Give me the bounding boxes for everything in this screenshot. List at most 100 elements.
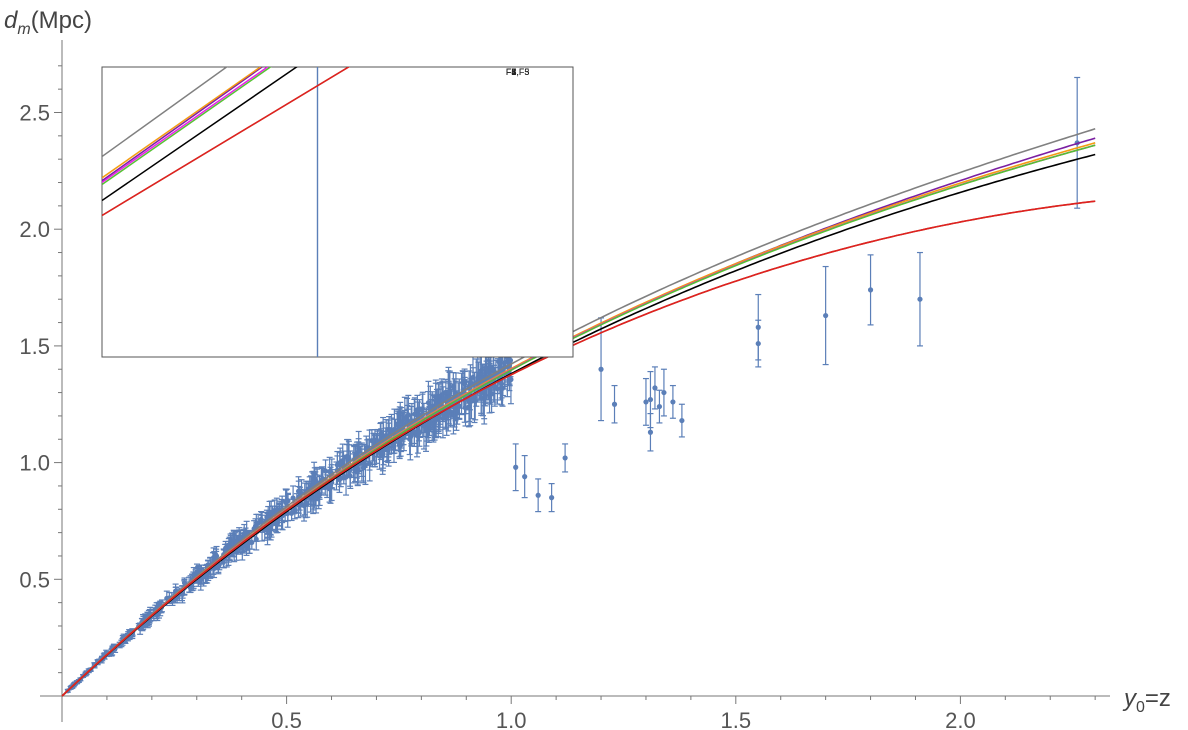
y-tick-label: 1.5 bbox=[19, 334, 50, 359]
data-marker bbox=[755, 324, 761, 330]
data-marker bbox=[494, 386, 501, 392]
inset-frame bbox=[101, 66, 574, 358]
data-marker bbox=[823, 312, 829, 319]
data-marker bbox=[535, 492, 541, 498]
data-marker bbox=[340, 457, 346, 464]
data-marker bbox=[549, 495, 555, 501]
data-point bbox=[512, 443, 519, 492]
data-marker bbox=[336, 476, 343, 483]
data-marker bbox=[661, 389, 667, 396]
data-marker bbox=[611, 401, 618, 407]
data-point bbox=[867, 254, 874, 326]
inset-label: F6 bbox=[506, 67, 517, 77]
data-marker bbox=[445, 389, 452, 395]
data-marker bbox=[496, 359, 502, 365]
data-marker bbox=[462, 405, 469, 411]
inset-curve-f8 bbox=[102, 67, 298, 202]
inset-label: F7 bbox=[506, 67, 517, 77]
data-point bbox=[494, 372, 501, 405]
data-point bbox=[651, 366, 658, 410]
data-marker bbox=[327, 468, 333, 475]
y-axis-label: dm(Mpc) bbox=[4, 7, 92, 38]
data-point bbox=[647, 370, 654, 429]
inset-curve-f6 bbox=[102, 67, 262, 179]
data-marker bbox=[562, 455, 568, 461]
data-point bbox=[264, 515, 271, 546]
inset-curve-unlabeled-5 bbox=[102, 67, 272, 186]
data-marker bbox=[652, 385, 658, 391]
data-marker bbox=[295, 488, 302, 494]
data-marker bbox=[513, 464, 519, 470]
data-marker bbox=[378, 431, 384, 437]
data-point bbox=[548, 483, 555, 513]
inset-curve-f1-f5 bbox=[102, 67, 269, 184]
model-curves bbox=[61, 128, 1096, 697]
data-point bbox=[822, 265, 829, 366]
data-point bbox=[468, 377, 475, 420]
y-tick-label: 2.0 bbox=[19, 217, 50, 242]
data-marker bbox=[679, 417, 685, 424]
inset-label: F4 bbox=[506, 67, 517, 77]
data-marker bbox=[423, 427, 429, 434]
data-marker bbox=[405, 412, 411, 418]
data-marker bbox=[196, 568, 202, 574]
data-point bbox=[336, 465, 343, 494]
data-marker bbox=[367, 461, 373, 467]
data-marker bbox=[388, 428, 395, 434]
inset-curve-unlabeled-7 bbox=[102, 67, 351, 217]
model-curve-f8 bbox=[61, 153, 1096, 697]
data-marker bbox=[249, 539, 255, 545]
data-marker bbox=[598, 366, 604, 372]
data-point bbox=[521, 454, 528, 499]
data-marker bbox=[411, 430, 418, 436]
data-marker bbox=[397, 438, 403, 445]
data-point bbox=[678, 403, 685, 438]
data-marker bbox=[462, 378, 468, 384]
data-marker bbox=[322, 468, 329, 474]
data-point bbox=[642, 377, 649, 426]
data-marker bbox=[427, 404, 433, 410]
data-marker bbox=[917, 296, 923, 302]
data-marker bbox=[522, 474, 528, 480]
data-marker bbox=[656, 403, 663, 410]
inset-label: F2,F3 bbox=[506, 67, 530, 77]
data-point bbox=[755, 293, 762, 361]
inset-label: F1,F5 bbox=[506, 67, 530, 77]
inset-label: F8 bbox=[506, 67, 517, 77]
data-marker bbox=[647, 429, 654, 435]
data-marker bbox=[475, 376, 481, 383]
data-point bbox=[535, 478, 542, 513]
axes: 0.5 1.0 1.5 2.0 0.5 1.0 1.5 2.0 2.5 bbox=[19, 40, 1110, 730]
data-marker bbox=[268, 509, 274, 515]
inset-contents bbox=[102, 67, 351, 357]
data-marker bbox=[867, 287, 874, 293]
data-marker bbox=[264, 528, 271, 534]
data-marker bbox=[181, 580, 188, 586]
data-marker bbox=[414, 407, 421, 413]
data-marker bbox=[643, 399, 649, 405]
data-point bbox=[611, 384, 618, 424]
data-point bbox=[406, 423, 413, 456]
y-tick-label: 0.5 bbox=[19, 567, 50, 592]
data-point bbox=[916, 251, 923, 347]
data-marker bbox=[483, 365, 489, 371]
inset-curve-f7 bbox=[102, 67, 228, 158]
data-marker bbox=[468, 395, 475, 401]
data-point bbox=[427, 385, 434, 428]
inset-curve-f4 bbox=[102, 67, 264, 182]
data-marker bbox=[647, 396, 654, 403]
data-marker bbox=[220, 559, 226, 565]
model-curve-unlabeled-7 bbox=[61, 200, 1096, 697]
data-point bbox=[562, 443, 569, 473]
y-tick-label: 2.5 bbox=[19, 101, 50, 126]
x-tick-label: 1.5 bbox=[721, 708, 752, 730]
data-point bbox=[358, 442, 365, 482]
x-tick-label: 1.0 bbox=[496, 708, 527, 730]
data-marker bbox=[450, 384, 456, 390]
data-marker bbox=[244, 541, 250, 548]
data-marker bbox=[444, 413, 450, 419]
x-tick-label: 2.0 bbox=[945, 708, 976, 730]
data-point bbox=[669, 384, 676, 419]
